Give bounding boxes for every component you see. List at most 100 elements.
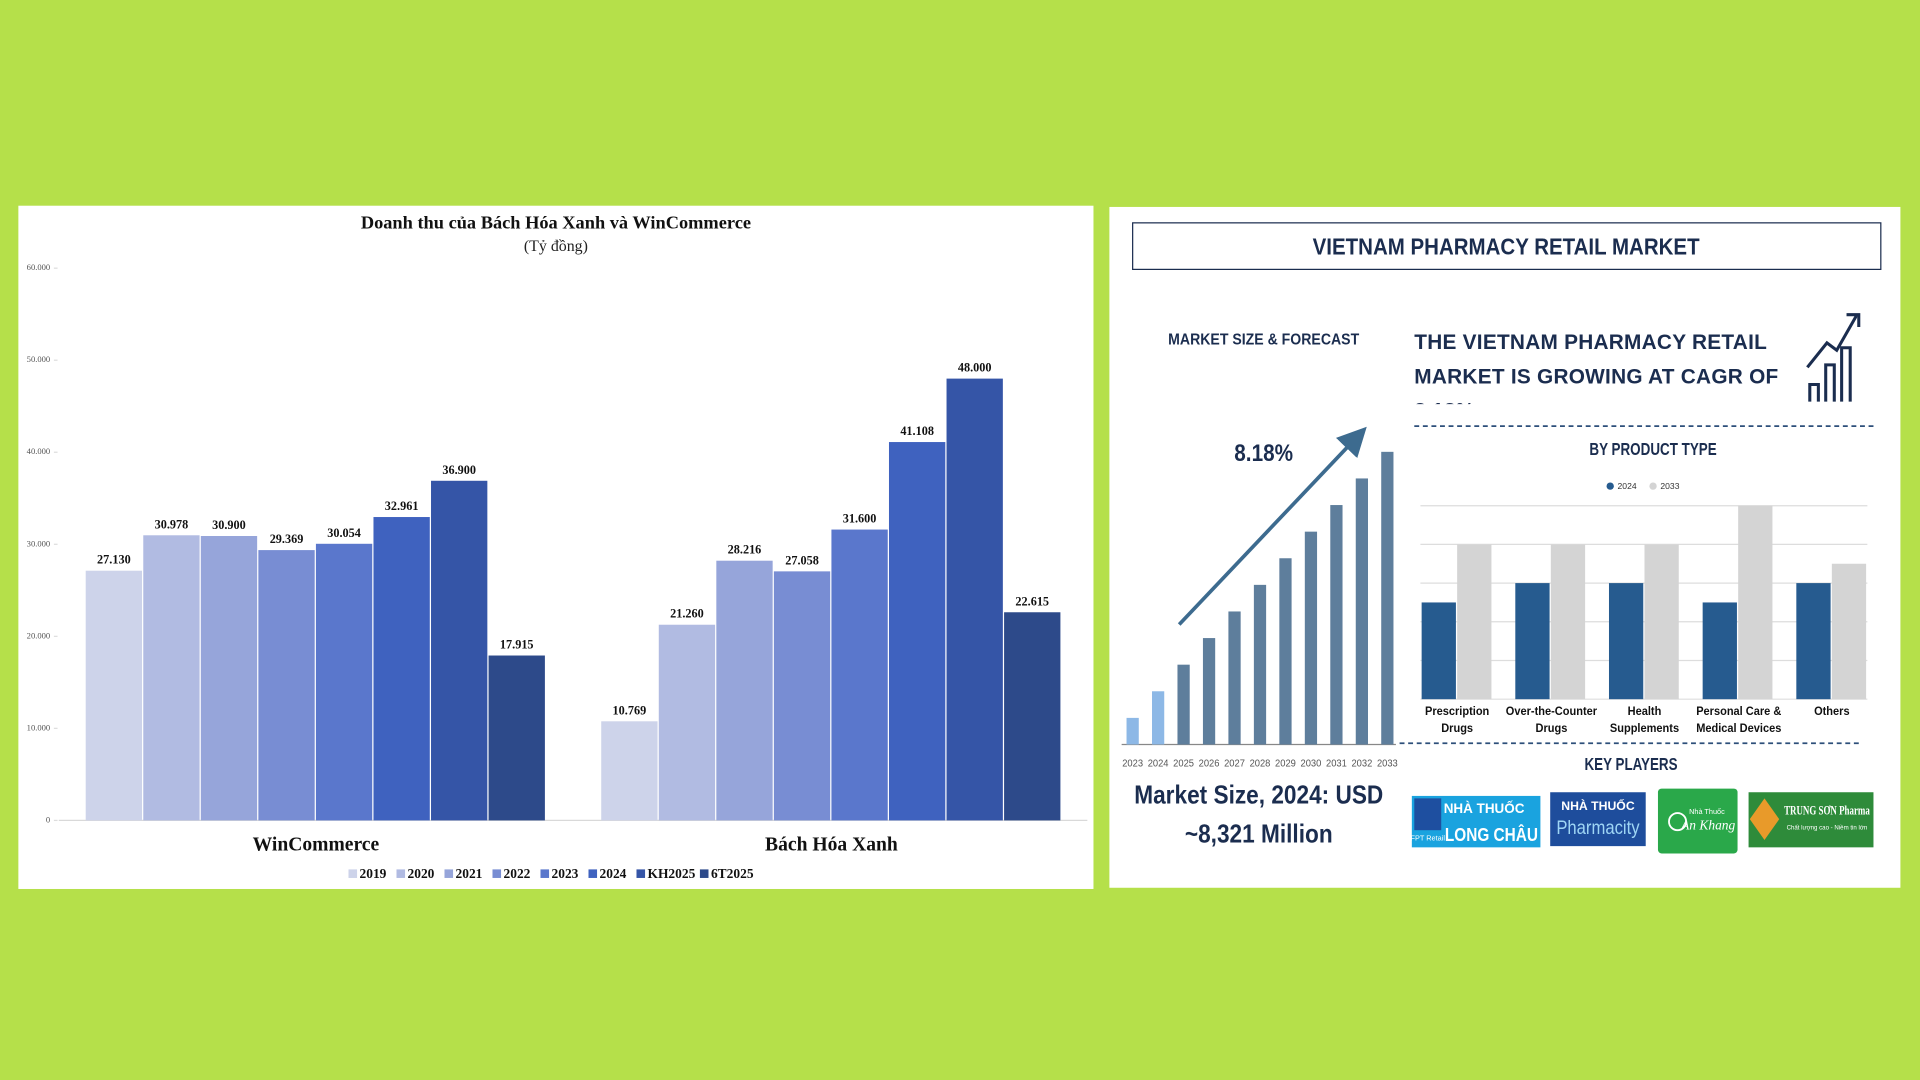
legend-swatch: [699, 869, 709, 878]
bar: [1228, 611, 1241, 745]
value-label: 48.000: [958, 361, 992, 375]
value-label: 31.600: [843, 512, 877, 526]
x-tick-label: Health Supplements: [1609, 705, 1680, 736]
legend-label: 2033: [1660, 481, 1679, 491]
x-tick-label: 2029: [1275, 759, 1296, 770]
bar: [1004, 612, 1061, 821]
market-size-box: Market Size, 2024: USD ~8,321 Million: [1134, 781, 1384, 849]
headline: THE VIETNAM PHARMACY RETAIL MARKET IS GR…: [1414, 330, 1779, 404]
value-label: 36.900: [442, 463, 476, 477]
y-tick-label: 50.000: [27, 354, 51, 364]
value-label: 21.260: [670, 607, 704, 621]
logo-trung-son: TRUNG SƠN Pharma Chất lượng cao - Niềm t…: [1748, 792, 1874, 848]
logo-text: FPT Retail: [1411, 834, 1446, 843]
x-label-box: Health Supplements: [1609, 705, 1680, 736]
bar: [1515, 583, 1550, 700]
value-label: 28.216: [728, 543, 762, 557]
x-tick-label: Prescription Drugs: [1424, 705, 1490, 736]
x-tick-label: 2032: [1351, 759, 1372, 770]
legend-swatch: [1606, 482, 1614, 490]
bar: [1304, 531, 1318, 745]
bar: [200, 536, 258, 821]
bar: [1253, 584, 1267, 745]
x-label-box: Over-the-Counter Drugs: [1505, 705, 1597, 736]
value-label: 27.058: [785, 553, 819, 567]
value-label: 10.769: [613, 703, 647, 717]
legend-label: 2023: [552, 866, 579, 881]
bar: [1644, 544, 1679, 700]
bar: [373, 517, 430, 821]
x-tick-label: 2031: [1326, 759, 1347, 770]
legend-swatch: [492, 869, 502, 878]
x-tick-label: Personal Care & Medical Devices: [1695, 705, 1781, 736]
legend-label: 2019: [360, 866, 387, 881]
bar: [716, 560, 773, 821]
bar: [1381, 451, 1394, 745]
x-tick-label: 2023: [1122, 759, 1143, 770]
chart-title: Doanh thu của Bách Hóa Xanh và WinCommer…: [361, 212, 751, 232]
value-label: 27.130: [97, 553, 131, 567]
legend-label: 6T2025: [711, 866, 754, 881]
legend-label: 2022: [504, 866, 531, 881]
value-label: 30.900: [212, 518, 246, 532]
bar: [1421, 602, 1456, 700]
logo-mark: [1749, 798, 1780, 840]
bar: [1355, 478, 1368, 745]
logo-text: NHÀ THUỐC: [1561, 798, 1635, 813]
logo-text: LONG CHÂU: [1445, 824, 1538, 845]
logo-text: Pharmacity: [1556, 817, 1639, 839]
title-box: [1132, 222, 1882, 270]
x-label-box: Prescription Drugs: [1424, 705, 1490, 736]
bar: [258, 550, 315, 821]
bar: [773, 571, 831, 821]
legend-swatch: [1649, 482, 1657, 490]
bar: [1702, 602, 1737, 700]
y-tick-label: 10.000: [27, 722, 51, 732]
logo-text: Nhà Thuốc: [1689, 807, 1725, 816]
bar: [1330, 505, 1343, 745]
bar: [431, 480, 488, 821]
y-tick-label: 20.000: [27, 630, 51, 640]
legend-label: 2024: [600, 866, 627, 881]
x-tick-label: 2027: [1224, 759, 1245, 770]
legend-label: KH2025: [648, 866, 696, 881]
bar: [1831, 563, 1867, 700]
x-tick-label: 2030: [1301, 759, 1322, 770]
value-label: 30.978: [155, 517, 189, 531]
headline-box: THE VIETNAM PHARMACY RETAIL MARKET IS GR…: [1414, 330, 1779, 404]
value-label: 29.369: [270, 532, 304, 546]
logo-mark: [1668, 812, 1688, 832]
x-tick-label: Over-the-Counter Drugs: [1505, 705, 1597, 736]
y-tick-label: 0: [46, 814, 50, 824]
growth-icon: [1806, 313, 1861, 402]
x-tick-label: Bách Hóa Xanh: [765, 835, 898, 856]
market-title: MARKET SIZE & FORECAST: [1168, 332, 1359, 349]
bar: [1796, 583, 1831, 700]
market-size-note: Market Size, 2024: USD ~8,321 Million: [1134, 781, 1384, 849]
value-label: 32.961: [385, 499, 419, 513]
logo-text: Chất lượng cao - Niềm tin lớn: [1787, 824, 1868, 831]
bar: [1177, 664, 1190, 745]
growth-arrow: [1177, 426, 1367, 626]
cagr-annotation: 8.18%: [1234, 440, 1293, 467]
key-players-title: KEY PLAYERS: [1584, 754, 1677, 774]
value-label: 30.054: [327, 526, 361, 540]
x-label-box: Personal Care & Medical Devices: [1695, 705, 1781, 736]
bar: [1279, 558, 1292, 745]
x-tick-label: 2033: [1377, 759, 1398, 770]
bar: [1202, 638, 1216, 745]
logo-text: NHÀ THUỐC: [1444, 801, 1525, 816]
bar: [488, 655, 545, 821]
bar: [1152, 691, 1165, 745]
y-tick-label: 30.000: [27, 538, 51, 548]
legend-swatch: [588, 869, 598, 878]
bar: [1608, 583, 1644, 700]
logo-mark: [1414, 798, 1442, 831]
y-tick-label: 40.000: [27, 446, 51, 456]
bar: [1550, 544, 1586, 700]
bar: [143, 535, 200, 821]
infographic-title: VIETNAM PHARMACY RETAIL MARKET: [1313, 234, 1700, 260]
legend-label: 2024: [1618, 481, 1637, 491]
